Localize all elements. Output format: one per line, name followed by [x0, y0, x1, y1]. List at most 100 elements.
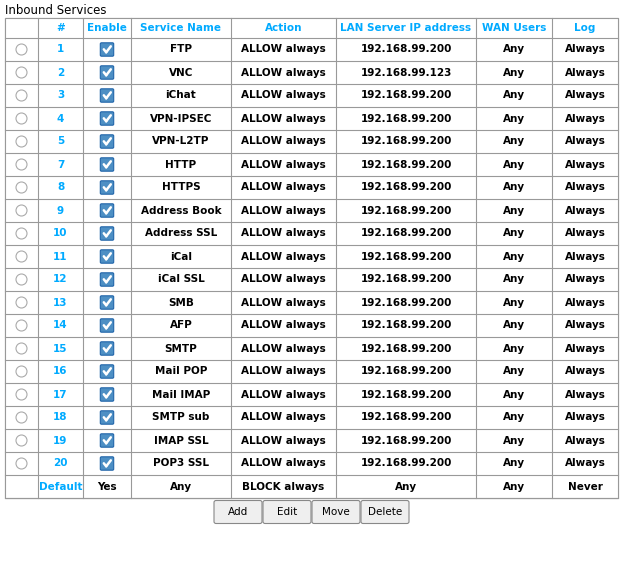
Text: 18: 18: [53, 412, 68, 423]
Text: Any: Any: [503, 113, 525, 123]
Text: 1: 1: [57, 44, 64, 55]
Text: ALLOW always: ALLOW always: [241, 160, 326, 169]
Text: Always: Always: [565, 183, 605, 192]
Text: ALLOW always: ALLOW always: [241, 206, 326, 215]
Text: 12: 12: [53, 275, 68, 285]
Bar: [5, 153, 618, 176]
Text: ALLOW always: ALLOW always: [241, 297, 326, 308]
FancyBboxPatch shape: [100, 319, 114, 332]
Text: Always: Always: [565, 44, 605, 55]
Circle shape: [16, 44, 27, 55]
FancyBboxPatch shape: [263, 501, 311, 524]
FancyBboxPatch shape: [214, 501, 262, 524]
Text: ALLOW always: ALLOW always: [241, 435, 326, 445]
Bar: [5, 18, 618, 498]
FancyBboxPatch shape: [100, 204, 114, 217]
Circle shape: [16, 320, 27, 331]
Text: Any: Any: [503, 252, 525, 262]
Text: Action: Action: [265, 23, 302, 33]
Circle shape: [16, 228, 27, 239]
Text: iCal SSL: iCal SSL: [158, 275, 204, 285]
Text: Any: Any: [503, 412, 525, 423]
FancyBboxPatch shape: [100, 411, 114, 424]
Circle shape: [16, 159, 27, 170]
Text: VPN-L2TP: VPN-L2TP: [152, 137, 210, 146]
Text: Always: Always: [565, 297, 605, 308]
Text: 192.168.99.200: 192.168.99.200: [361, 206, 452, 215]
Bar: [5, 245, 618, 268]
Text: iChat: iChat: [166, 90, 197, 100]
Text: Yes: Yes: [97, 482, 117, 491]
Text: Always: Always: [565, 90, 605, 100]
Bar: [5, 429, 618, 452]
Text: Enable: Enable: [87, 23, 127, 33]
Text: SMTP sub: SMTP sub: [152, 412, 210, 423]
Text: 19: 19: [53, 435, 68, 445]
Text: ALLOW always: ALLOW always: [241, 458, 326, 468]
Bar: [5, 61, 618, 84]
FancyBboxPatch shape: [100, 66, 114, 79]
Text: 11: 11: [53, 252, 68, 262]
Text: 16: 16: [53, 366, 68, 377]
Text: ALLOW always: ALLOW always: [241, 320, 326, 331]
Text: Delete: Delete: [368, 507, 402, 517]
FancyBboxPatch shape: [100, 296, 114, 309]
Circle shape: [16, 136, 27, 147]
Text: ALLOW always: ALLOW always: [241, 67, 326, 78]
Text: 192.168.99.200: 192.168.99.200: [361, 252, 452, 262]
Text: Always: Always: [565, 252, 605, 262]
Text: Any: Any: [503, 275, 525, 285]
Text: 192.168.99.200: 192.168.99.200: [361, 137, 452, 146]
Bar: [5, 38, 618, 61]
FancyBboxPatch shape: [100, 181, 114, 194]
Bar: [5, 107, 618, 130]
FancyBboxPatch shape: [312, 501, 360, 524]
FancyBboxPatch shape: [361, 501, 409, 524]
Text: 192.168.99.200: 192.168.99.200: [361, 366, 452, 377]
Text: Edit: Edit: [277, 507, 297, 517]
Text: Always: Always: [565, 320, 605, 331]
Text: Any: Any: [503, 67, 525, 78]
Text: Always: Always: [565, 458, 605, 468]
Bar: [5, 314, 618, 337]
Text: ALLOW always: ALLOW always: [241, 366, 326, 377]
Text: ALLOW always: ALLOW always: [241, 44, 326, 55]
Text: 10: 10: [53, 229, 68, 238]
Bar: [5, 268, 618, 291]
Bar: [5, 84, 618, 107]
Text: HTTP: HTTP: [165, 160, 197, 169]
Text: Always: Always: [565, 67, 605, 78]
Text: 14: 14: [53, 320, 68, 331]
Text: VPN-IPSEC: VPN-IPSEC: [150, 113, 212, 123]
Text: 192.168.99.200: 192.168.99.200: [361, 435, 452, 445]
Circle shape: [16, 343, 27, 354]
Text: 8: 8: [57, 183, 64, 192]
Bar: [5, 18, 618, 498]
Text: ALLOW always: ALLOW always: [241, 90, 326, 100]
Text: ALLOW always: ALLOW always: [241, 275, 326, 285]
Text: #: #: [56, 23, 65, 33]
FancyBboxPatch shape: [100, 434, 114, 447]
Text: 20: 20: [53, 458, 68, 468]
Bar: [5, 176, 618, 199]
Text: 17: 17: [53, 389, 68, 400]
Text: Any: Any: [503, 297, 525, 308]
FancyBboxPatch shape: [100, 135, 114, 148]
Text: WAN Users: WAN Users: [482, 23, 546, 33]
Text: SMB: SMB: [168, 297, 194, 308]
Text: Always: Always: [565, 435, 605, 445]
Bar: [5, 18, 618, 38]
Bar: [5, 475, 618, 498]
Circle shape: [16, 389, 27, 400]
Text: Always: Always: [565, 343, 605, 354]
Text: Always: Always: [565, 366, 605, 377]
Text: LAN Server IP address: LAN Server IP address: [341, 23, 471, 33]
Text: 15: 15: [53, 343, 68, 354]
Text: Any: Any: [503, 137, 525, 146]
FancyBboxPatch shape: [100, 158, 114, 171]
FancyBboxPatch shape: [100, 43, 114, 56]
Bar: [5, 360, 618, 383]
Text: Always: Always: [565, 137, 605, 146]
Text: 9: 9: [57, 206, 64, 215]
FancyBboxPatch shape: [100, 273, 114, 286]
